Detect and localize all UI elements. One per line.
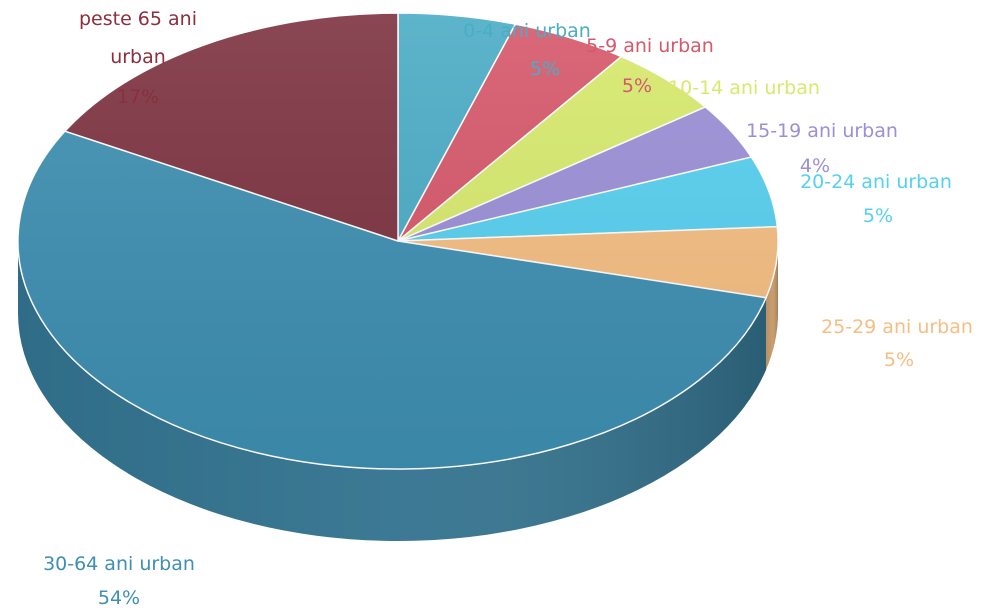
slice-label-20-24: 20-24 ani urban <box>800 171 952 193</box>
slice-value-0-4: 5% <box>530 58 560 80</box>
slice-value-5-9: 5% <box>622 75 652 97</box>
slice-label-0-4: 0-4 ani urban <box>463 20 591 42</box>
slice-labels: 0-4 ani urban 5% 5-9 ani urban 5% 10-14 … <box>43 8 973 609</box>
slice-label-15-19: 15-19 ani urban <box>746 120 898 142</box>
slice-value-25-29: 5% <box>884 349 914 371</box>
slice-value-peste-65: 17% <box>117 86 159 108</box>
slice-label-5-9: 5-9 ani urban <box>586 35 714 57</box>
slice-label-peste-65: peste 65 ani urban <box>79 8 197 68</box>
slice-label-25-29: 25-29 ani urban <box>821 316 973 338</box>
pie-side-shade-30-64-ani-urban <box>18 241 767 542</box>
slice-label-10-14: 10-14 ani urban <box>668 77 820 99</box>
pie-side-shade-25-29-ani-urban <box>766 241 778 370</box>
pie-top-sheen <box>18 13 778 469</box>
pie-slices <box>17 12 779 470</box>
pie-sides <box>18 241 778 542</box>
slice-value-15-19: 4% <box>800 155 830 177</box>
slice-value-30-64: 54% <box>98 587 140 609</box>
slice-label-30-64: 30-64 ani urban <box>43 553 195 575</box>
slice-value-20-24: 5% <box>863 205 893 227</box>
